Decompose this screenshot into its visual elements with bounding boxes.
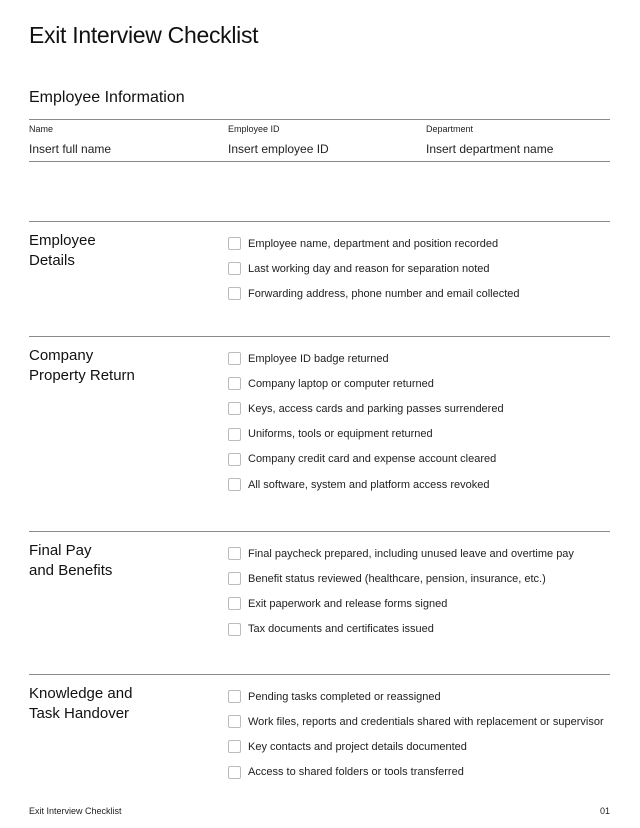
checklist-item[interactable]: Benefit status reviewed (healthcare, pen… — [228, 566, 574, 591]
checklist-item-label: Final paycheck prepared, including unuse… — [248, 547, 574, 560]
checklist-item-label: Work files, reports and credentials shar… — [248, 715, 604, 728]
checklist-item[interactable]: Last working day and reason for separati… — [228, 256, 520, 281]
footer-title: Exit Interview Checklist — [29, 806, 122, 816]
checklist-item[interactable]: Tax documents and certificates issued — [228, 617, 574, 642]
checklist-item[interactable]: Access to shared folders or tools transf… — [228, 760, 604, 785]
checklist-item-label: Uniforms, tools or equipment returned — [248, 428, 433, 441]
checkbox[interactable] — [228, 427, 241, 441]
checkbox[interactable] — [228, 262, 241, 276]
page-number: 01 — [599, 806, 610, 816]
checklist-item-label: Employee name, department and position r… — [248, 237, 499, 250]
checklist-item[interactable]: Company credit card and expense account … — [228, 447, 504, 472]
name-label: Name — [29, 124, 54, 134]
checklist-item-label: Employee ID badge returned — [248, 352, 389, 365]
checklist-item[interactable]: Company laptop or computer returned — [228, 371, 504, 396]
checklist-item-label: Access to shared folders or tools transf… — [248, 766, 464, 779]
checklist-item[interactable]: Uniforms, tools or equipment returned — [228, 422, 504, 447]
employee-id-field[interactable]: Insert employee ID — [228, 142, 329, 156]
checklist-item-label: Exit paperwork and release forms signed — [248, 597, 448, 610]
checklist-item[interactable]: Employee name, department and position r… — [228, 231, 520, 256]
department-field[interactable]: Insert department name — [426, 142, 554, 156]
checkbox[interactable] — [228, 740, 241, 754]
checkbox[interactable] — [228, 237, 241, 251]
divider — [29, 161, 610, 162]
employee-id-label: Employee ID — [228, 124, 280, 134]
checklist-item-label: Pending tasks completed or reassigned — [248, 690, 441, 703]
section-divider — [29, 336, 610, 337]
checklist: Employee name, department and position r… — [228, 231, 520, 307]
checklist: Final paycheck prepared, including unuse… — [228, 541, 574, 642]
checklist-item[interactable]: Employee ID badge returned — [228, 346, 504, 371]
employee-info-heading: Employee Information — [29, 89, 185, 106]
name-field[interactable]: Insert full name — [29, 142, 112, 156]
checklist-item[interactable]: All software, system and platform access… — [228, 472, 504, 497]
section-title: Employee Details — [29, 232, 96, 269]
department-label: Department — [426, 124, 474, 134]
checkbox[interactable] — [228, 715, 241, 729]
checklist-item[interactable]: Work files, reports and credentials shar… — [228, 709, 604, 734]
divider — [29, 119, 610, 120]
section-title: Final Pay and Benefits — [29, 542, 113, 579]
checkbox[interactable] — [228, 547, 241, 561]
checklist-item-label: All software, system and platform access… — [248, 478, 490, 491]
section-title: Company Property Return — [29, 347, 135, 384]
section-divider — [29, 674, 610, 675]
checkbox[interactable] — [228, 622, 241, 636]
checkbox[interactable] — [228, 287, 241, 301]
checklist-item-label: Last working day and reason for separati… — [248, 262, 490, 275]
checklist-item-label: Key contacts and project details documen… — [248, 740, 467, 753]
checklist-item[interactable]: Forwarding address, phone number and ema… — [228, 281, 520, 306]
checklist: Pending tasks completed or reassigned Wor… — [228, 684, 604, 785]
page-title: Exit Interview Checklist — [29, 22, 259, 48]
checkbox[interactable] — [228, 402, 241, 416]
checkbox[interactable] — [228, 572, 241, 586]
checkbox[interactable] — [228, 452, 241, 466]
checklist-item-label: Benefit status reviewed (healthcare, pen… — [248, 572, 546, 585]
checklist-item[interactable]: Pending tasks completed or reassigned — [228, 684, 604, 709]
checklist-item-label: Forwarding address, phone number and ema… — [248, 287, 520, 300]
checkbox[interactable] — [228, 597, 241, 611]
checklist-item[interactable]: Key contacts and project details documen… — [228, 734, 604, 759]
checklist-item-label: Tax documents and certificates issued — [248, 623, 434, 636]
checkbox[interactable] — [228, 377, 241, 391]
checkbox[interactable] — [228, 352, 241, 366]
checklist-item-label: Company credit card and expense account … — [248, 453, 497, 466]
checklist: Employee ID badge returned Company laptop… — [228, 346, 504, 497]
section-divider — [29, 221, 610, 222]
checklist-item-label: Keys, access cards and parking passes su… — [248, 402, 504, 415]
checklist-item[interactable]: Final paycheck prepared, including unuse… — [228, 541, 574, 566]
checkbox[interactable] — [228, 478, 241, 492]
section-title: Knowledge and Task Handover — [29, 685, 133, 722]
checklist-item[interactable]: Exit paperwork and release forms signed — [228, 591, 574, 616]
checkbox[interactable] — [228, 690, 241, 704]
checkbox[interactable] — [228, 765, 241, 779]
checklist-item-label: Company laptop or computer returned — [248, 377, 434, 390]
section-divider — [29, 531, 610, 532]
checklist-item[interactable]: Keys, access cards and parking passes su… — [228, 396, 504, 421]
